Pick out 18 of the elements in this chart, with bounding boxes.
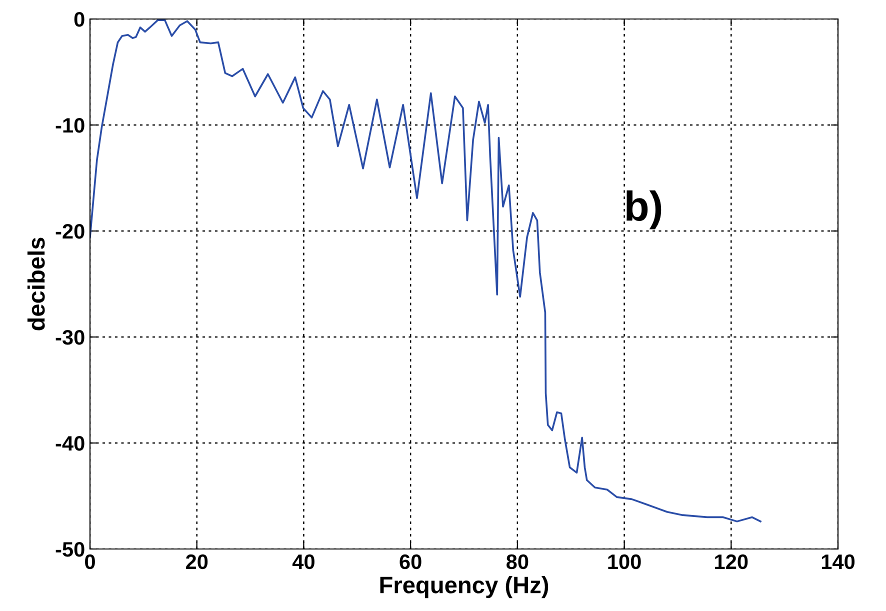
y-axis-title: decibels bbox=[27, 238, 45, 330]
x-tick-label: 120 bbox=[715, 554, 748, 570]
y-tick-label: -50 bbox=[56, 542, 84, 557]
x-tick-label: 20 bbox=[186, 554, 208, 570]
y-tick-label: -40 bbox=[56, 436, 84, 451]
x-tick-label: 100 bbox=[608, 554, 641, 570]
y-tick-label: -20 bbox=[56, 224, 84, 239]
y-tick-label: 0 bbox=[74, 12, 84, 27]
x-tick-label: 60 bbox=[400, 554, 422, 570]
x-tick-label: 80 bbox=[506, 554, 528, 570]
y-tick-label: -30 bbox=[56, 330, 84, 345]
x-tick-label: 0 bbox=[85, 554, 95, 570]
line-series bbox=[90, 19, 762, 522]
x-axis-title: Frequency (Hz) bbox=[380, 576, 548, 598]
x-tick-label: 140 bbox=[822, 554, 855, 570]
annotation: b) bbox=[626, 190, 662, 230]
y-tick-label: -10 bbox=[56, 118, 84, 133]
x-tick-label: 40 bbox=[292, 554, 314, 570]
